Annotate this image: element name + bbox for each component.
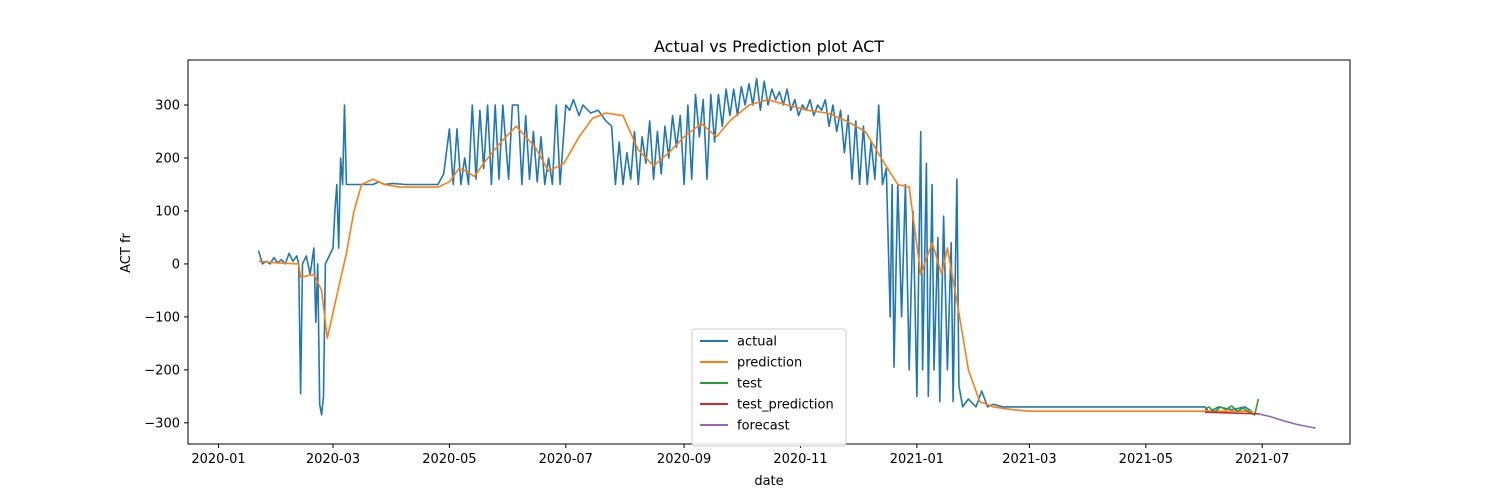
x-tick-label: 2020-07 [539,452,593,467]
legend-label-test: test [737,377,762,392]
x-tick-label: 2020-11 [773,452,827,467]
x-tick-label: 2020-01 [191,452,245,467]
y-axis-label: ACT fr [119,232,134,272]
x-tick-label: 2021-01 [890,452,944,467]
legend-label-prediction: prediction [737,356,802,371]
series-layer [257,77,1316,429]
series-line-forecast [1258,413,1316,429]
ticks-layer: 2020-01 2020-03 2020-05 2020-07 2020-09 2020-… [144,99,1289,467]
y-tick-label: 300 [155,99,180,114]
y-tick-label: −100 [144,310,180,325]
y-tick-label: 200 [155,151,180,166]
y-tick-label: −200 [144,363,180,378]
x-tick-label: 2020-05 [422,452,476,467]
chart-title: Actual vs Prediction plot ACT [654,37,884,56]
series-line-prediction [258,98,1253,413]
series-line-actual [257,77,1254,416]
y-tick-label: 100 [155,204,180,219]
legend-label-test_prediction: test_prediction [737,398,834,413]
legend: actual prediction test test_predictionforec… [691,328,847,447]
series-line-test_prediction [1204,411,1259,415]
x-tick-label: 2021-07 [1235,452,1289,467]
y-tick-label: 0 [172,257,180,272]
y-tick-label: −300 [144,416,180,431]
legend-label-forecast: forecast [737,419,790,434]
legend-label-actual: actual [737,335,777,350]
legend-box [691,328,847,447]
x-tick-label: 2020-09 [657,452,711,467]
x-tick-label: 2021-03 [1002,452,1056,467]
x-tick-label: 2021-05 [1119,452,1173,467]
x-axis-label: date [754,474,783,489]
x-tick-label: 2020-03 [306,452,360,467]
